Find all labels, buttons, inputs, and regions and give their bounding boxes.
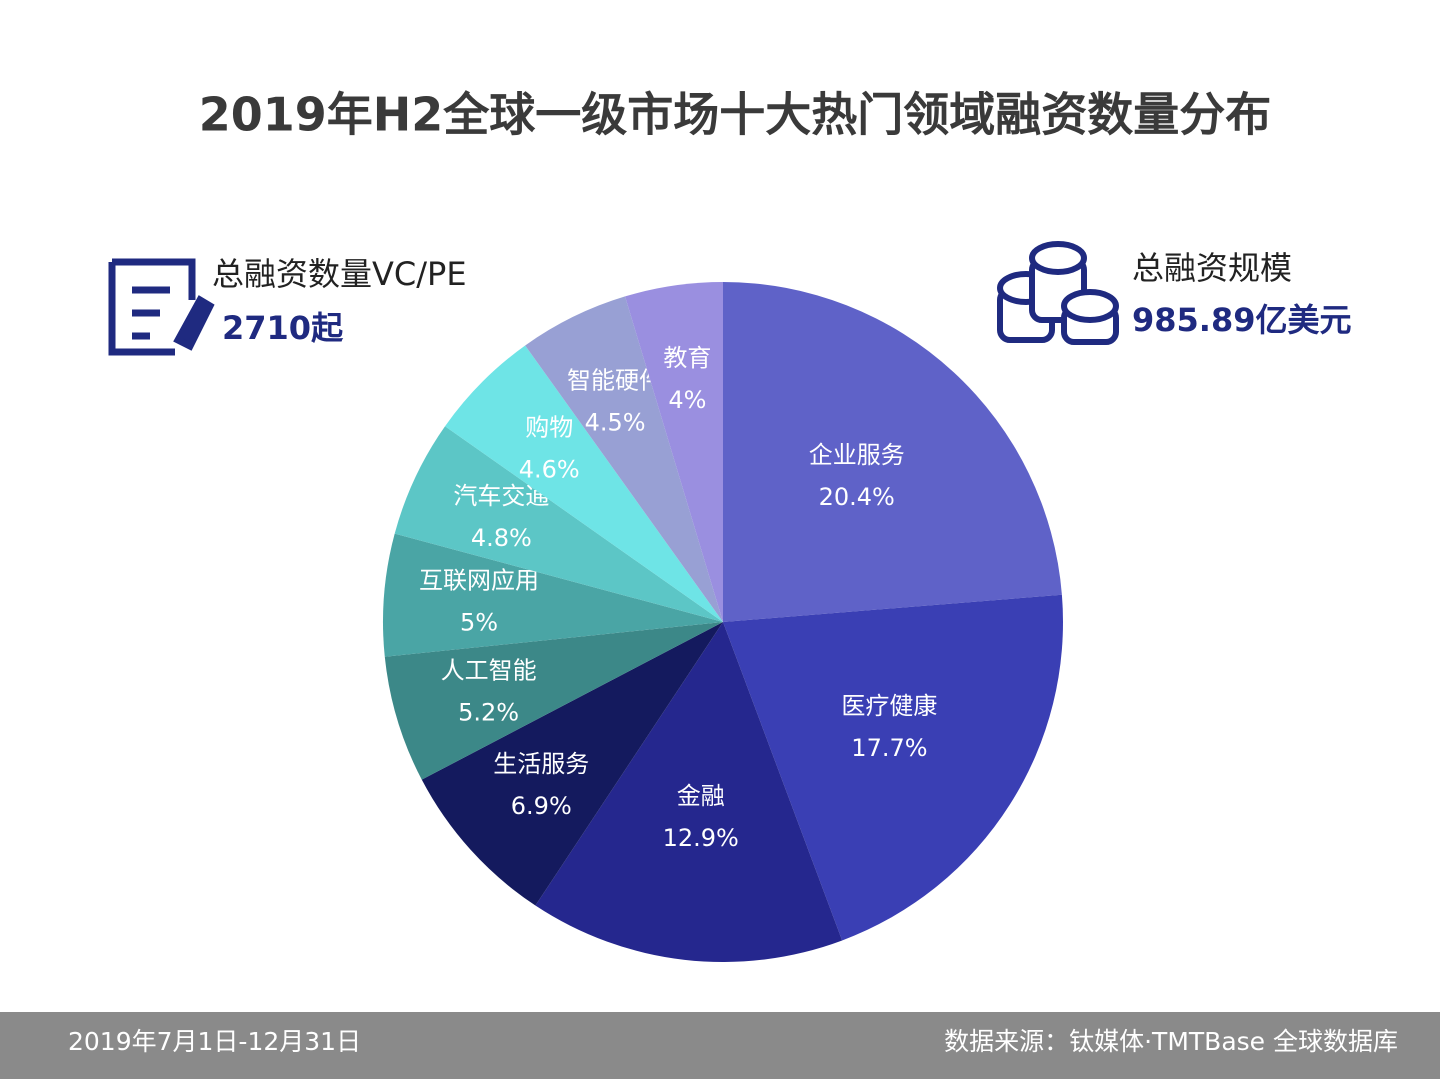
footer-source: 数据来源：钛媒体·TMTBase 全球数据库 bbox=[944, 1027, 1398, 1056]
pie: 企业服务 20.4% 医疗健康 17.7% 金融 12.9% 生活服务 6.9% 人工智能 5.2… bbox=[383, 282, 1063, 963]
value-label: 4% bbox=[668, 386, 706, 414]
pie-slice bbox=[625, 282, 723, 622]
pie-slice bbox=[723, 282, 1062, 622]
value-label: 5.2% bbox=[458, 699, 519, 727]
slice-label: 企业服务 bbox=[809, 441, 905, 469]
footer-period: 2019年7月1日-12月31日 bbox=[68, 1027, 361, 1056]
pie-slice bbox=[421, 622, 723, 906]
pie-slice bbox=[394, 426, 723, 622]
pie-slice bbox=[383, 533, 723, 657]
pie-slice bbox=[445, 345, 723, 622]
stat-label: 总融资规模 bbox=[1132, 249, 1292, 287]
pie-slice bbox=[723, 594, 1063, 941]
chart-title: 2019年H2全球一级市场十大热门领域融资数量分布 bbox=[199, 88, 1272, 142]
stat-value: 2710起 bbox=[222, 309, 344, 347]
value-label: 4.5% bbox=[585, 408, 646, 436]
value-label: 4.8% bbox=[471, 524, 532, 552]
value-label: 17.7% bbox=[851, 734, 927, 762]
footer-bar bbox=[0, 1012, 1440, 1079]
slice-label: 购物 bbox=[525, 414, 573, 442]
stat-value: 985.89亿美元 bbox=[1132, 301, 1352, 339]
slice-label: 金融 bbox=[677, 782, 725, 810]
pie-slice bbox=[525, 296, 723, 622]
slice-label: 医疗健康 bbox=[841, 692, 937, 720]
value-label: 20.4% bbox=[819, 483, 895, 511]
slice-label: 人工智能 bbox=[441, 657, 537, 685]
coins-icon bbox=[997, 241, 1119, 345]
doc-icon bbox=[108, 258, 215, 356]
value-label: 4.6% bbox=[519, 456, 580, 484]
pie-slice bbox=[535, 622, 843, 963]
slice-label: 教育 bbox=[663, 344, 711, 372]
value-label: 5% bbox=[460, 608, 498, 636]
slice-label: 生活服务 bbox=[493, 750, 589, 778]
pie-slice bbox=[384, 622, 723, 780]
slice-label: 智能硬件 bbox=[567, 366, 663, 394]
stat-label: 总融资数量VC/PE bbox=[212, 255, 467, 293]
value-label: 12.9% bbox=[663, 824, 739, 852]
slice-label: 互联网应用 bbox=[419, 566, 539, 594]
value-label: 6.9% bbox=[511, 792, 572, 820]
